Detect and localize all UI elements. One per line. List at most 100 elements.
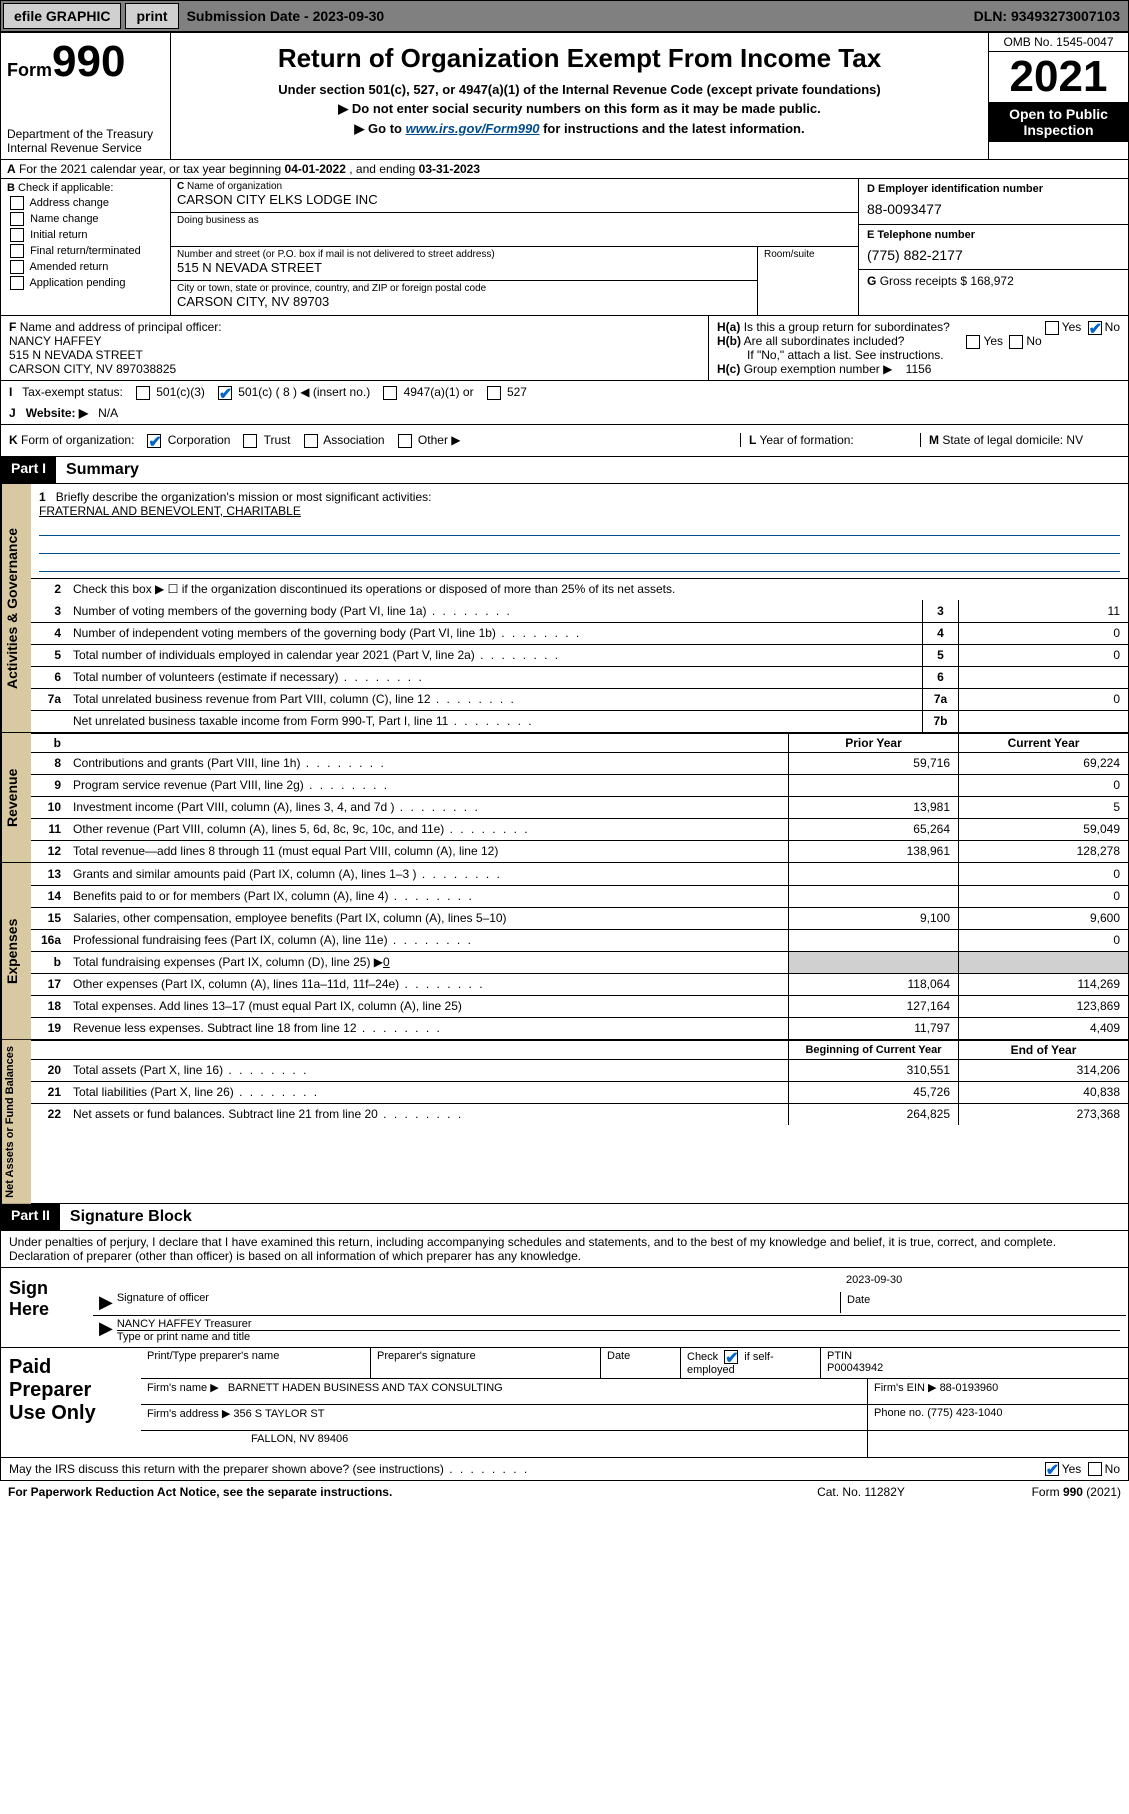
c12: 128,278 <box>958 841 1128 862</box>
arrow-icon: ▶ <box>99 1292 113 1313</box>
officer-name: NANCY HAFFEY <box>9 334 101 348</box>
p9 <box>788 775 958 796</box>
header-sub2: ▶ Do not enter social security numbers o… <box>179 99 980 119</box>
col-f: F Name and address of principal officer:… <box>1 316 708 380</box>
part2-header: Part II Signature Block <box>0 1204 1129 1231</box>
declaration-text: Under penalties of perjury, I declare th… <box>0 1231 1129 1268</box>
p19: 11,797 <box>788 1018 958 1039</box>
i-501c[interactable] <box>218 386 232 400</box>
side-governance: Activities & Governance <box>1 484 31 732</box>
irs-discuss-row: May the IRS discuss this return with the… <box>0 1458 1129 1481</box>
col-b: B Check if applicable: Address change Na… <box>1 179 171 315</box>
chk-final[interactable]: Final return/terminated <box>7 243 164 259</box>
inspection-label: Open to PublicInspection <box>989 102 1128 142</box>
k-trust[interactable] <box>243 434 257 448</box>
part1-governance: Activities & Governance 1 Briefly descri… <box>0 484 1129 733</box>
chk-pending[interactable]: Application pending <box>7 275 164 291</box>
row-a: A For the 2021 calendar year, or tax yea… <box>0 160 1129 179</box>
chk-name[interactable]: Name change <box>7 211 164 227</box>
arrow-icon: ▶ <box>99 1318 113 1343</box>
efile-button[interactable]: efile GRAPHIC <box>3 3 121 29</box>
submission-label: Submission Date - 2023-09-30 <box>181 8 391 24</box>
c22: 273,368 <box>958 1104 1128 1125</box>
i-4947[interactable] <box>383 386 397 400</box>
p13 <box>788 863 958 885</box>
paid-preparer: Paid Preparer Use Only Print/Type prepar… <box>0 1348 1129 1458</box>
hb-yes[interactable] <box>966 335 980 349</box>
ha-yes[interactable] <box>1045 321 1059 335</box>
k-corp[interactable] <box>147 434 161 448</box>
print-button[interactable]: print <box>125 3 178 29</box>
section-b-through-g: B Check if applicable: Address change Na… <box>0 179 1129 316</box>
row-k-l-m: K Form of organization: Corporation Trus… <box>0 425 1129 457</box>
topbar: efile GRAPHIC print Submission Date - 20… <box>0 0 1129 32</box>
city-state-zip: CARSON CITY, NV 89703 <box>177 294 751 309</box>
p21: 45,726 <box>788 1082 958 1103</box>
officer-addr1: 515 N NEVADA STREET <box>9 348 143 362</box>
c9: 0 <box>958 775 1128 796</box>
p10: 13,981 <box>788 797 958 818</box>
sign-here: Sign Here 2023-09-30 ▶ Signature of offi… <box>0 1268 1129 1348</box>
website: N/A <box>98 406 118 420</box>
irs-link[interactable]: www.irs.gov/Form990 <box>406 121 540 136</box>
dln-label: DLN: 93493273007103 <box>966 8 1128 24</box>
section-f-h: F Name and address of principal officer:… <box>0 316 1129 381</box>
discuss-yes[interactable] <box>1045 1462 1059 1476</box>
part1-header: Part I Summary <box>0 457 1129 484</box>
firm-phone: (775) 423-1040 <box>927 1407 1002 1419</box>
p17: 118,064 <box>788 974 958 995</box>
c11: 59,049 <box>958 819 1128 840</box>
room-suite: Room/suite <box>758 247 858 315</box>
sign-date: 2023-09-30 <box>840 1272 1120 1288</box>
p20: 310,551 <box>788 1060 958 1081</box>
chk-initial[interactable]: Initial return <box>7 227 164 243</box>
v6 <box>958 667 1128 688</box>
side-revenue: Revenue <box>1 733 31 862</box>
chk-amended[interactable]: Amended return <box>7 259 164 275</box>
c10: 5 <box>958 797 1128 818</box>
i-501c3[interactable] <box>136 386 150 400</box>
side-expenses: Expenses <box>1 863 31 1039</box>
firm-ein: 88-0193960 <box>940 1382 999 1394</box>
p8: 59,716 <box>788 753 958 774</box>
header-title-block: Return of Organization Exempt From Incom… <box>171 33 988 159</box>
ha-no[interactable] <box>1088 321 1102 335</box>
form-header: Form990 Department of the Treasury Inter… <box>0 32 1129 160</box>
k-assoc[interactable] <box>304 434 318 448</box>
p15: 9,100 <box>788 908 958 929</box>
side-net: Net Assets or Fund Balances <box>1 1040 31 1204</box>
header-right-block: OMB No. 1545-0047 2021 Open to PublicIns… <box>988 33 1128 159</box>
tax-year: 2021 <box>989 52 1128 102</box>
group-exemption: 1156 <box>906 362 932 376</box>
v7a: 0 <box>958 689 1128 710</box>
p18: 127,164 <box>788 996 958 1017</box>
street-address: 515 N NEVADA STREET <box>177 260 751 275</box>
officer-addr2: CARSON CITY, NV 897038825 <box>9 362 176 376</box>
i-527[interactable] <box>487 386 501 400</box>
org-name: CARSON CITY ELKS LODGE INC <box>177 192 852 207</box>
ptin: P00043942 <box>827 1362 1122 1374</box>
col-h: H(a) Is this a group return for subordin… <box>708 316 1128 380</box>
form-number-block: Form990 Department of the Treasury Inter… <box>1 33 171 159</box>
self-employed-check[interactable] <box>724 1350 738 1364</box>
header-sub1: Under section 501(c), 527, or 4947(a)(1)… <box>179 80 980 99</box>
v4: 0 <box>958 623 1128 644</box>
firm-addr2: FALLON, NV 89406 <box>141 1431 868 1457</box>
k-other[interactable] <box>398 434 412 448</box>
c18: 123,869 <box>958 996 1128 1017</box>
ein: 88-0093477 <box>867 195 1120 217</box>
chk-address[interactable]: Address change <box>7 195 164 211</box>
c17: 114,269 <box>958 974 1128 995</box>
row-i-j: I Tax-exempt status: 501(c)(3) 501(c) ( … <box>0 381 1129 425</box>
hb-no[interactable] <box>1009 335 1023 349</box>
discuss-no[interactable] <box>1088 1462 1102 1476</box>
c19: 4,409 <box>958 1018 1128 1039</box>
v3: 11 <box>958 600 1128 622</box>
form-title: Return of Organization Exempt From Incom… <box>179 37 980 80</box>
p12: 138,961 <box>788 841 958 862</box>
v7b <box>958 711 1128 732</box>
telephone: (775) 882-2177 <box>867 241 1120 263</box>
c16a: 0 <box>958 930 1128 951</box>
mission-text: FRATERNAL AND BENEVOLENT, CHARITABLE <box>39 504 1120 518</box>
footer: For Paperwork Reduction Act Notice, see … <box>0 1481 1129 1503</box>
